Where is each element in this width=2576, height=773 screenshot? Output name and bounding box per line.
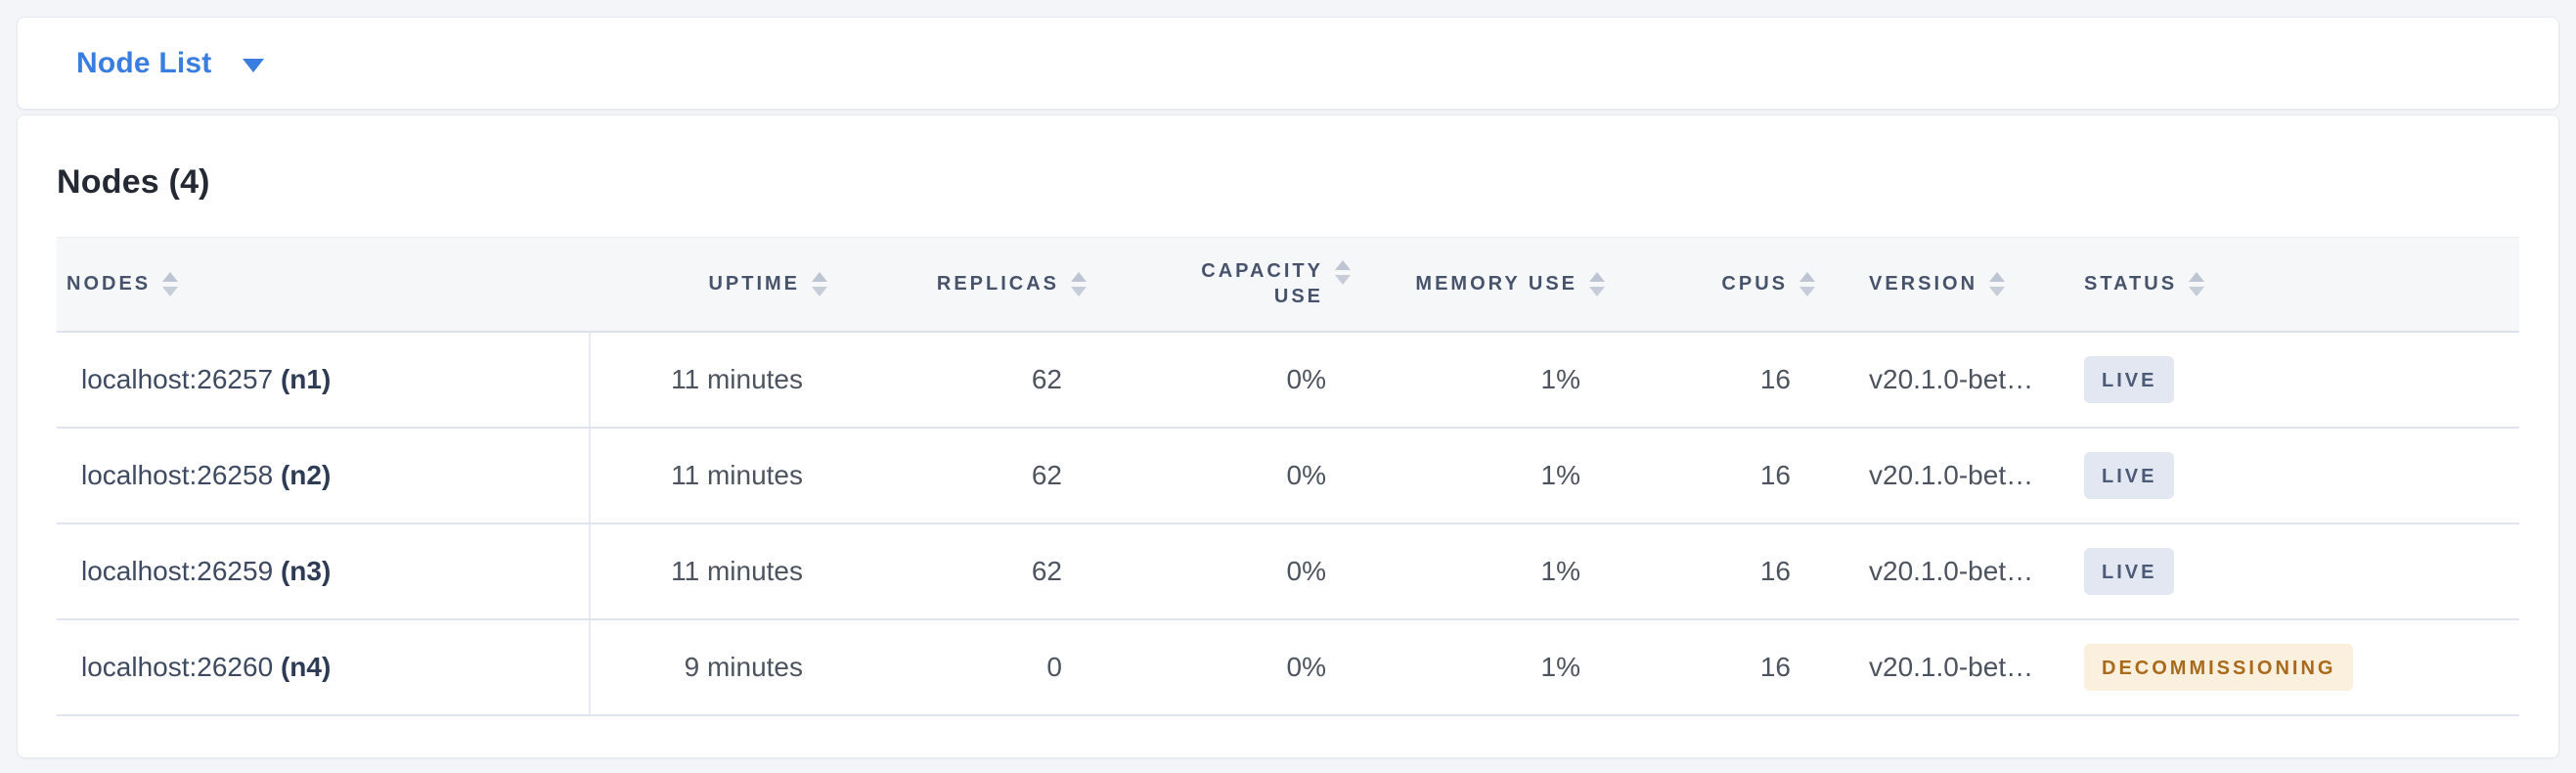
uptime-cell: 11 minutes bbox=[590, 427, 832, 524]
uptime-cell: 11 minutes bbox=[590, 331, 832, 429]
memory-use-cell: 1% bbox=[1355, 618, 1610, 716]
nodes-panel: Nodes (4) Nodes Uptim bbox=[17, 114, 2559, 758]
replicas-cell: 0 bbox=[832, 618, 1091, 716]
table-row-node-2: localhost:26258 (n2) 11 minutes 62 0% 1%… bbox=[57, 427, 2519, 524]
replicas-cell: 62 bbox=[832, 427, 1091, 524]
table-header-row: Nodes Uptime Replicas bbox=[57, 237, 2519, 333]
sort-icon bbox=[1335, 260, 1351, 286]
version-cell: v20.1.0-bet… bbox=[1820, 618, 2065, 716]
table-row-node-3: localhost:26259 (n3) 11 minutes 62 0% 1%… bbox=[57, 523, 2519, 620]
memory-use-cell: 1% bbox=[1355, 427, 1610, 524]
node-id: (n3) bbox=[280, 555, 332, 586]
status-cell: Decommissioning bbox=[2065, 618, 2519, 716]
column-header-nodes[interactable]: Nodes bbox=[57, 237, 590, 333]
column-header-status[interactable]: Status bbox=[2065, 237, 2519, 333]
table-row-node-4: localhost:26260 (n4) 9 minutes 0 0% 1% 1… bbox=[57, 618, 2519, 716]
node-id: (n4) bbox=[280, 651, 332, 682]
version-cell: v20.1.0-bet… bbox=[1820, 427, 2065, 524]
sort-icon bbox=[812, 271, 827, 296]
column-header-version[interactable]: Version bbox=[1820, 237, 2065, 333]
replicas-cell: 62 bbox=[832, 523, 1091, 620]
capacity-use-cell: 0% bbox=[1091, 427, 1355, 524]
cpus-cell: 16 bbox=[1610, 427, 1820, 524]
nodes-table: Nodes Uptime Replicas bbox=[57, 237, 2519, 716]
uptime-cell: 11 minutes bbox=[590, 523, 832, 620]
node-id: (n2) bbox=[280, 459, 332, 490]
memory-use-cell: 1% bbox=[1355, 331, 1610, 429]
status-cell: Live bbox=[2065, 427, 2519, 524]
status-badge: Live bbox=[2084, 355, 2175, 403]
column-header-capacity-use[interactable]: Capacity Use bbox=[1091, 237, 1355, 333]
capacity-use-cell: 0% bbox=[1091, 618, 1355, 716]
sort-icon bbox=[1799, 271, 1815, 296]
node-address-cell: localhost:26260 (n4) bbox=[57, 618, 591, 716]
version-cell: v20.1.0-bet… bbox=[1820, 331, 2065, 429]
column-header-uptime[interactable]: Uptime bbox=[590, 237, 832, 333]
status-cell: Live bbox=[2065, 523, 2519, 620]
capacity-use-cell: 0% bbox=[1091, 331, 1355, 429]
version-cell: v20.1.0-bet… bbox=[1820, 523, 2065, 620]
sort-icon bbox=[1071, 271, 1087, 296]
column-header-replicas[interactable]: Replicas bbox=[832, 237, 1091, 333]
chevron-down-icon bbox=[243, 58, 265, 72]
column-header-cpus[interactable]: CPUs bbox=[1610, 237, 1820, 333]
cpus-cell: 16 bbox=[1610, 618, 1820, 716]
page-title: Nodes (4) bbox=[57, 163, 210, 201]
status-badge: Decommissioning bbox=[2084, 643, 2354, 691]
status-badge: Live bbox=[2084, 547, 2175, 595]
status-cell: Live bbox=[2065, 331, 2519, 429]
node-address-cell: localhost:26259 (n3) bbox=[57, 523, 591, 620]
sort-icon bbox=[1589, 271, 1605, 296]
uptime-cell: 9 minutes bbox=[590, 618, 832, 716]
memory-use-cell: 1% bbox=[1355, 523, 1610, 620]
sort-icon bbox=[1989, 271, 2006, 296]
status-badge: Live bbox=[2084, 451, 2175, 499]
cpus-cell: 16 bbox=[1610, 331, 1820, 429]
sort-icon bbox=[162, 271, 179, 296]
view-selector-label: Node List bbox=[76, 46, 212, 79]
view-selector-bar: Node List bbox=[17, 17, 2559, 110]
table-row-node-1: localhost:26257 (n1) 11 minutes 62 0% 1%… bbox=[57, 331, 2519, 429]
node-address-cell: localhost:26258 (n2) bbox=[57, 427, 591, 524]
sort-icon bbox=[2189, 271, 2205, 296]
view-selector-dropdown[interactable]: Node List bbox=[76, 46, 265, 80]
capacity-use-cell: 0% bbox=[1091, 523, 1355, 620]
column-header-memory-use[interactable]: Memory Use bbox=[1355, 237, 1610, 333]
cpus-cell: 16 bbox=[1610, 523, 1820, 620]
node-id: (n1) bbox=[280, 363, 332, 394]
replicas-cell: 62 bbox=[832, 331, 1091, 429]
table-body: localhost:26257 (n1) 11 minutes 62 0% 1%… bbox=[57, 331, 2519, 716]
node-address-cell: localhost:26257 (n1) bbox=[57, 331, 591, 429]
